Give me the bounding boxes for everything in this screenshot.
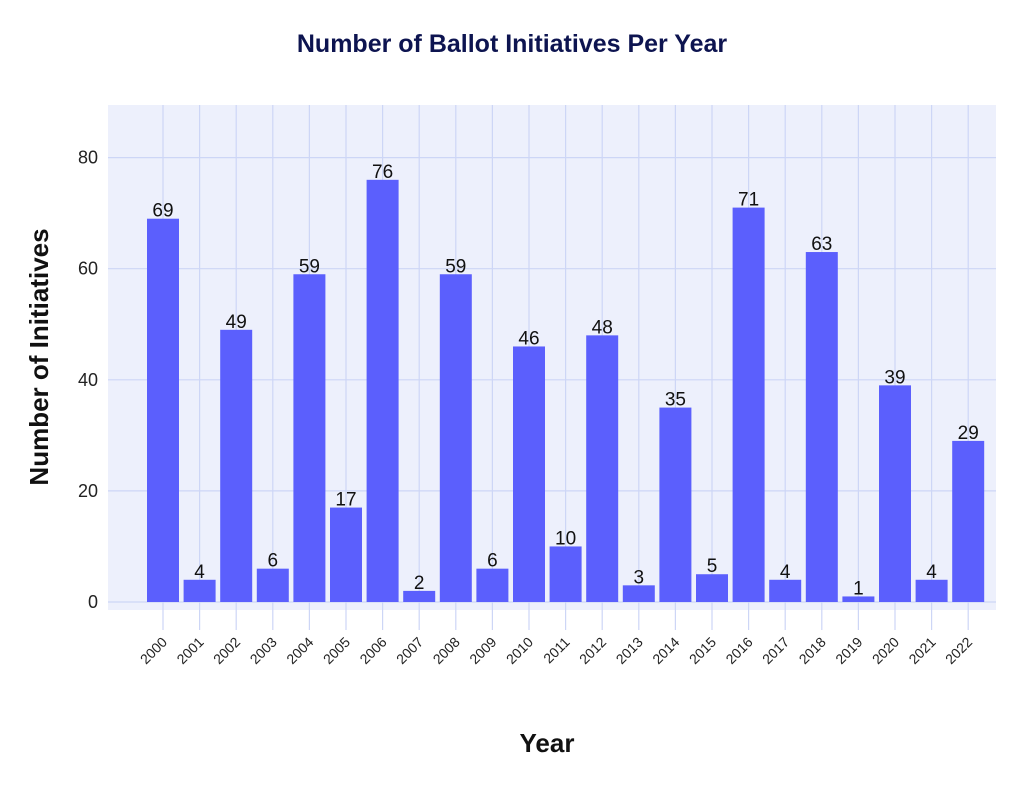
bar [183, 579, 216, 602]
data-label: 49 [226, 312, 247, 333]
data-label: 4 [780, 562, 791, 583]
data-labels: 69 4 49 6 59 17 76 2 59 6 46 10 48 3 35 5 71 4 63 1 39 4 29 [152, 162, 978, 600]
y-tick-label: 40 [78, 370, 98, 390]
bar [147, 218, 179, 602]
bar [659, 407, 692, 602]
bar [952, 440, 985, 602]
x-tick-label: 2003 [247, 634, 280, 667]
y-tick-label: 20 [78, 481, 98, 501]
data-label: 29 [958, 423, 979, 444]
data-label: 4 [926, 562, 937, 583]
bar [769, 579, 802, 602]
chart-title: Number of Ballot Initiatives Per Year [297, 30, 728, 58]
bar [366, 179, 399, 602]
bar [220, 329, 253, 602]
x-tick-label: 2006 [356, 634, 389, 667]
x-tick-label: 2013 [613, 634, 646, 667]
x-tick-label: 2004 [283, 634, 316, 667]
x-tick-label: 2014 [649, 634, 682, 667]
bar [439, 274, 472, 602]
x-tick-label: 2007 [393, 634, 426, 667]
bar [842, 596, 875, 602]
data-label: 69 [152, 201, 173, 222]
x-tick-label: 2008 [430, 634, 463, 667]
data-label: 17 [335, 490, 356, 511]
x-tick-label: 2010 [503, 634, 536, 667]
x-tick-label: 2019 [832, 634, 865, 667]
data-label: 39 [884, 367, 905, 388]
data-label: 10 [555, 528, 576, 549]
data-label: 63 [811, 234, 832, 255]
data-label: 76 [372, 162, 393, 183]
bar [256, 568, 289, 602]
x-tick-label: 2012 [576, 634, 609, 667]
bar [293, 274, 326, 602]
y-tick-label: 60 [78, 259, 98, 279]
bar [879, 385, 911, 602]
bars [147, 179, 985, 602]
x-tick-label: 2018 [796, 634, 829, 667]
bar [403, 590, 436, 602]
x-tick-label: 2022 [942, 634, 975, 667]
x-axis-ticks: 2000 2001 2002 2003 2004 2005 2006 2007 2008 2009… [137, 634, 976, 667]
x-tick-label: 2017 [759, 634, 792, 667]
data-label: 3 [634, 567, 645, 588]
x-axis-title: Year [520, 728, 575, 758]
bar [732, 207, 765, 602]
data-label: 4 [194, 562, 205, 583]
x-tick-label: 2009 [466, 634, 499, 667]
y-axis-title: Number of Initiatives [24, 228, 54, 485]
bar [622, 585, 655, 602]
bar [513, 346, 545, 602]
y-axis-ticks: 0 20 40 60 80 [78, 148, 98, 612]
data-label: 5 [707, 556, 718, 577]
x-tick-label: 2021 [905, 634, 938, 667]
x-tick-label: 2011 [540, 634, 573, 667]
data-label: 46 [518, 328, 539, 349]
data-label: 6 [268, 551, 279, 572]
y-tick-label: 80 [78, 148, 98, 168]
bar [805, 252, 838, 602]
bar [586, 335, 619, 602]
x-tick-label: 2005 [320, 634, 353, 667]
data-label: 71 [738, 190, 759, 211]
bar [696, 574, 728, 602]
bar [549, 546, 582, 602]
x-tick-label: 2001 [173, 634, 206, 667]
bar [330, 507, 362, 602]
x-tick-label: 2016 [722, 634, 755, 667]
data-label: 35 [665, 390, 686, 411]
data-label: 2 [414, 573, 425, 594]
x-tick-label: 2015 [686, 634, 719, 667]
y-tick-label: 0 [88, 592, 98, 612]
x-tick-label: 2002 [210, 634, 243, 667]
bar [476, 568, 509, 602]
data-label: 48 [592, 317, 613, 338]
bar [915, 579, 948, 602]
x-tick-label: 2020 [869, 634, 902, 667]
data-label: 59 [299, 256, 320, 277]
data-label: 6 [487, 551, 498, 572]
data-label: 1 [853, 578, 864, 599]
plot-area [108, 105, 996, 610]
x-tick-label: 2000 [137, 634, 170, 667]
data-label: 59 [445, 256, 466, 277]
